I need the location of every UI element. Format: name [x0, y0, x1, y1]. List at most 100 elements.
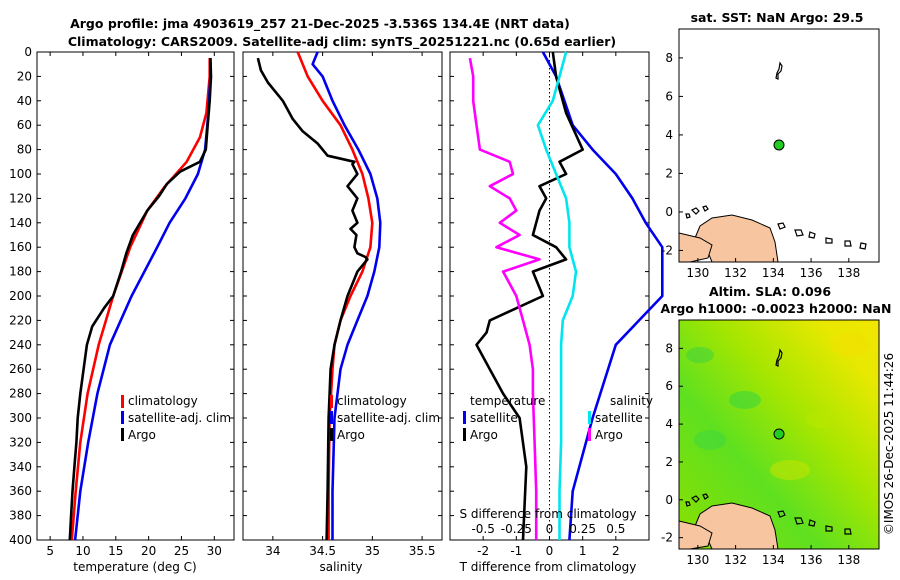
s-difference-tick-label: 0.25	[569, 522, 596, 536]
figure-title-line2: Climatology: CARS2009. Satellite-adj cli…	[68, 34, 616, 50]
depth-tick-label: 140	[9, 216, 32, 230]
imos-credit: ©IMOS 26-Dec-2025 11:44:26	[882, 353, 896, 535]
figure-title-line1: Argo profile: jma 4903619_257 21-Dec-202…	[70, 16, 570, 32]
salinity-grid	[243, 51, 442, 541]
map-lat-tick-label: 4	[665, 417, 673, 431]
x-tick-label: 5	[46, 544, 54, 558]
depth-tick-label: 320	[9, 435, 32, 449]
s-difference-tick-label: -0.5	[471, 522, 494, 536]
depth-tick-label: 280	[9, 387, 32, 401]
legend-label-climatology: climatology	[128, 394, 198, 408]
sst-map-tick-labels: 130 132 134 136 138 8 6 4 2 0 -2	[661, 51, 860, 280]
s-difference-tick-label: 0.5	[606, 522, 625, 536]
depth-tick-label: 180	[9, 265, 32, 279]
map-lon-tick-label: 134	[762, 553, 785, 567]
sst-map-panel: sat. SST: NaN Argo: 29.5 130 132 134 136 138…	[661, 10, 880, 280]
temperature-tick-labels: 5 10 15 20 25 30	[46, 544, 222, 558]
depth-tick-label: 100	[9, 167, 32, 181]
depth-tick-label: 160	[9, 240, 32, 254]
x-tick-label: 10	[75, 544, 90, 558]
sla-map-title: Altim. SLA: 0.096	[709, 284, 831, 299]
depth-tick-label: 40	[17, 94, 32, 108]
legend-swatch-argo	[330, 428, 333, 441]
depth-tick-label: 220	[9, 313, 32, 327]
map-lat-tick-label: 0	[665, 205, 673, 219]
x-tick-label: 1	[579, 544, 587, 558]
series-argo-line	[256, 57, 369, 541]
depth-tick-label: 340	[9, 460, 32, 474]
x-tick-label: 15	[108, 544, 123, 558]
x-tick-label: 0	[546, 544, 554, 558]
sst-map-title: sat. SST: NaN Argo: 29.5	[691, 10, 864, 25]
salinity-series	[256, 51, 382, 541]
depth-tick-labels: 0 20 40 60 80 100 120 140 160 180 200 220 240 260 280 3…	[9, 45, 32, 547]
s-difference-tick-label: -0.25	[501, 522, 532, 536]
western-land	[678, 232, 713, 263]
temperature-series	[68, 58, 213, 541]
x-tick-label: 34.5	[309, 544, 336, 558]
sst-map-land	[678, 61, 867, 263]
depth-tick-label: 120	[9, 191, 32, 205]
difference-tick-labels: -2 -1 0 1 2	[477, 544, 619, 558]
legend-swatch-s-satellite	[588, 411, 591, 424]
legend-label-t-argo: Argo	[470, 428, 498, 442]
map-lon-tick-label: 132	[724, 266, 747, 280]
difference-panel: -2 -1 0 1 2 T difference from climatology S …	[449, 51, 664, 574]
x-tick-label: 35	[365, 544, 380, 558]
map-lon-tick-label: 138	[837, 553, 860, 567]
t-difference-xlabel: T difference from climatology	[459, 560, 637, 574]
x-tick-label: 20	[141, 544, 156, 558]
x-tick-label: 2	[612, 544, 620, 558]
western-land	[678, 520, 713, 550]
difference-legend-temperature: temperature satellite Argo	[463, 394, 545, 442]
legend-label-climatology: climatology	[337, 394, 407, 408]
temperature-legend: climatology satellite-adj. clim Argo	[121, 394, 231, 442]
depth-tick-label: 200	[9, 289, 32, 303]
legend-title-temperature: temperature	[470, 394, 545, 408]
sla-patch	[686, 347, 714, 363]
series-s-satellite-line	[536, 51, 578, 540]
series-climatology-line	[70, 58, 211, 541]
map-lat-tick-label: 6	[665, 379, 673, 393]
map-lat-tick-label: -2	[661, 243, 673, 257]
temperature-xlabel: temperature (deg C)	[73, 560, 196, 574]
legend-label-s-satellite: satellite	[595, 411, 643, 425]
map-lat-tick-label: 0	[665, 493, 673, 507]
legend-label-s-argo: Argo	[595, 428, 623, 442]
island-outlines	[685, 205, 867, 250]
legend-swatch-satellite	[121, 411, 124, 424]
difference-legend-salinity: salinity satellite Argo	[588, 394, 653, 442]
map-lat-tick-label: 4	[665, 128, 673, 142]
map-lon-tick-label: 136	[800, 266, 823, 280]
legend-swatch-satellite	[330, 411, 333, 424]
map-lat-tick-label: -2	[661, 531, 673, 545]
x-tick-label: -2	[477, 544, 489, 558]
legend-swatch-s-argo	[588, 428, 591, 441]
legend-swatch-climatology	[330, 395, 333, 408]
temperature-panel: 0 20 40 60 80 100 120 140 160 180 200 220 240 260 280 3…	[9, 45, 235, 574]
legend-label-satellite: satellite-adj. clim	[128, 411, 231, 425]
sla-map-subtitle: Argo h1000: -0.0023 h2000: NaN	[661, 301, 892, 316]
depth-tick-label: 360	[9, 484, 32, 498]
s-difference-tick-labels: -0.5 -0.25 0 0.25 0.5	[471, 522, 625, 536]
legend-label-argo: Argo	[128, 428, 156, 442]
difference-grid	[450, 51, 649, 541]
legend-swatch-t-argo	[463, 428, 466, 441]
map-lat-tick-label: 6	[665, 89, 673, 103]
depth-tick-label: 80	[17, 143, 32, 157]
x-tick-label: 34	[265, 544, 280, 558]
legend-swatch-argo	[121, 428, 124, 441]
depth-tick-label: 60	[17, 118, 32, 132]
argo-position-marker	[773, 428, 785, 440]
temperature-grid	[37, 51, 234, 541]
depth-tick-label: 380	[9, 509, 32, 523]
new-guinea-land	[694, 502, 779, 550]
depth-tick-label: 20	[17, 69, 32, 83]
legend-swatch-climatology	[121, 395, 124, 408]
series-satellite-adj-clim-line	[311, 51, 382, 540]
legend-label-t-satellite: satellite	[470, 411, 518, 425]
map-lat-tick-label: 2	[665, 166, 673, 180]
s-difference-label: S difference from climatology	[460, 507, 637, 521]
x-tick-label: 25	[174, 544, 189, 558]
